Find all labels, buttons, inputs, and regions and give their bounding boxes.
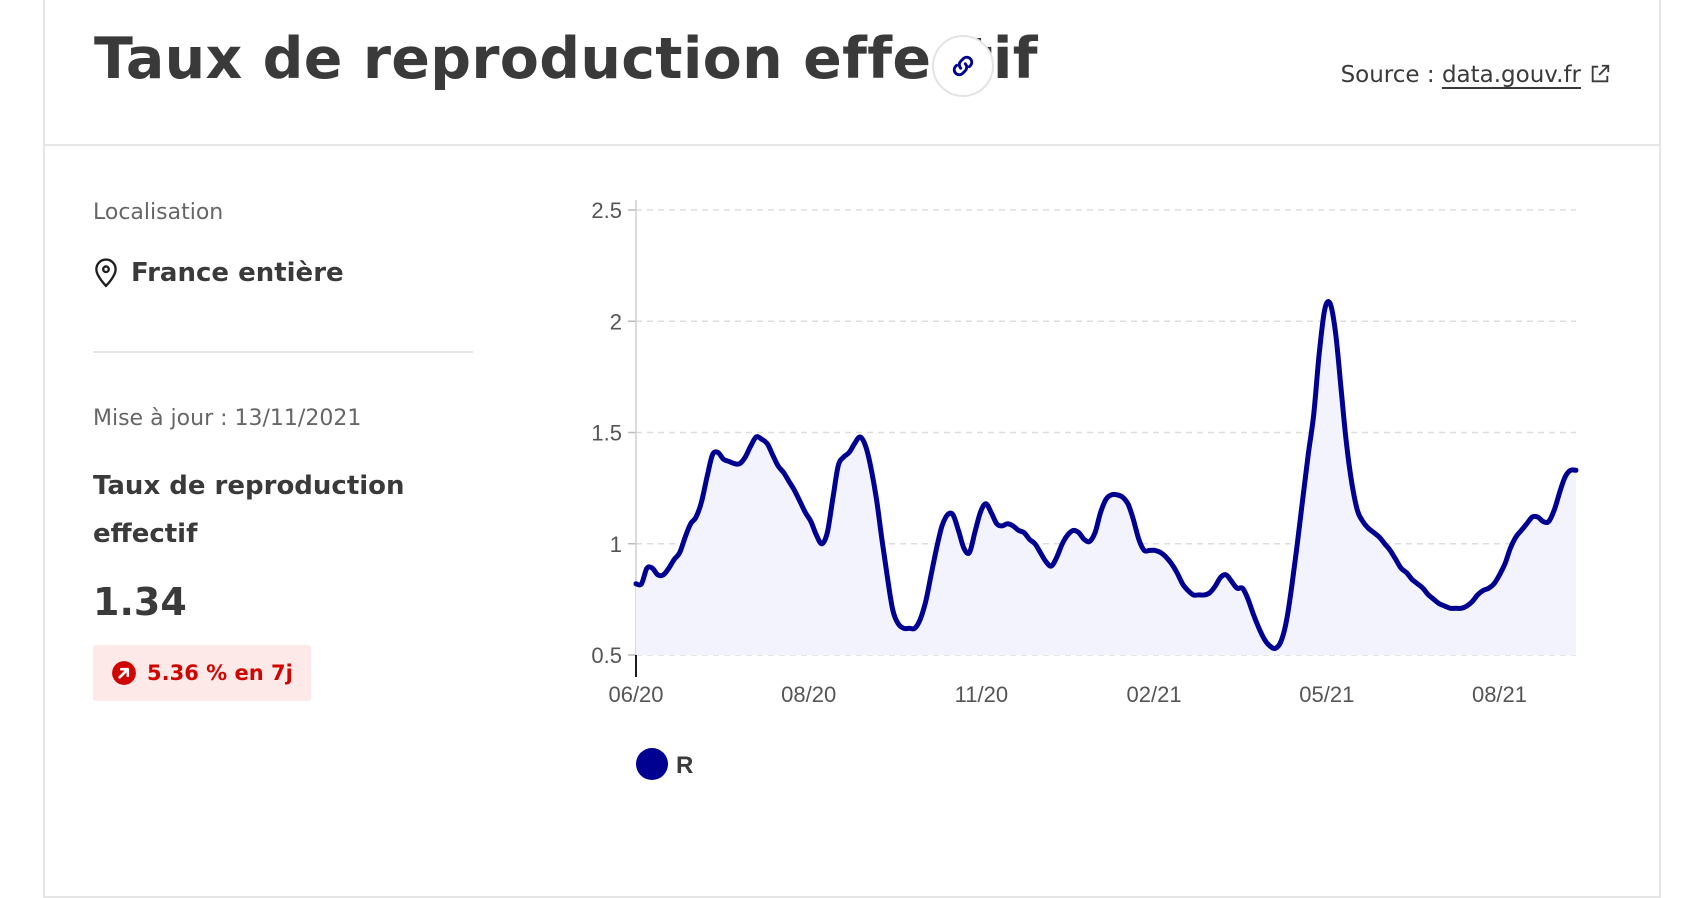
y-tick-label: 2.5 [591, 198, 622, 223]
y-tick-label: 1 [610, 532, 622, 557]
legend-marker-r [636, 748, 668, 780]
source-link[interactable]: data.gouv.fr [1441, 62, 1581, 88]
x-tick-label: 06/20 [608, 682, 663, 707]
x-tick-label: 11/20 [955, 682, 1008, 707]
trend-text: 5.36 % en 7j [147, 661, 293, 685]
y-tick-label: 0.5 [591, 643, 622, 668]
card-header: Taux de reproduction effectif Source : d… [43, 0, 1661, 146]
source-line: Source : data.gouv.fr [1341, 62, 1611, 91]
update-date: Mise à jour : 13/11/2021 [93, 406, 362, 431]
location-label: Localisation [93, 200, 224, 225]
x-tick-label: 05/21 [1299, 682, 1354, 707]
y-tick-label: 2 [610, 309, 622, 334]
x-tick-label: 08/20 [781, 682, 836, 707]
external-link-icon [1591, 64, 1610, 83]
metric-value: 1.34 [93, 580, 187, 624]
sidebar-divider [93, 351, 473, 353]
location-selector[interactable]: France entière [93, 258, 344, 288]
y-tick-label: 1.5 [591, 421, 622, 446]
y-axis: 0.5 1 1.5 2 2.5 [591, 198, 637, 671]
map-pin-icon [95, 258, 117, 288]
metric-name: Taux de reproduction effectif [93, 471, 405, 549]
r-chart: 0.5 1 1.5 2 2.5 06/20 08/20 11/20 02/21 05/21 08/… [591, 198, 1579, 780]
series-line-r [633, 299, 1579, 652]
arrow-up-right-icon [112, 661, 136, 685]
page-title: Taux de reproduction effectif [94, 26, 1038, 92]
link-icon [952, 55, 974, 77]
chart-legend: R [636, 748, 693, 780]
copy-link-button[interactable] [932, 35, 994, 97]
location-value: France entière [131, 258, 344, 288]
x-axis: 06/20 08/20 11/20 02/21 05/21 08/21 [608, 655, 1527, 707]
source-label: Source : [1340, 62, 1442, 88]
x-tick-label: 08/21 [1472, 682, 1527, 707]
x-tick-label: 02/21 [1127, 682, 1182, 707]
legend-label-r: R [676, 752, 693, 779]
trend-badge: 5.36 % en 7j [93, 645, 311, 701]
